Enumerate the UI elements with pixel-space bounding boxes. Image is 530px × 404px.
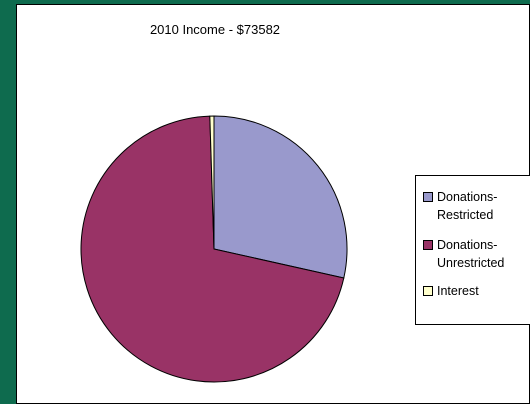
chart-area: 2010 Income - $73582 Donations- Restrict… (16, 4, 530, 404)
legend-label-line: Donations- (437, 238, 498, 252)
legend-label-line: Restricted (437, 208, 494, 222)
legend-label-line: Unrestricted (437, 256, 505, 270)
pie-slice-donations-restricted (213, 115, 348, 279)
chart-title: 2010 Income - $73582 (149, 22, 281, 37)
legend-swatch-donations-restricted (423, 192, 433, 202)
legend-label-line: Donations- (437, 190, 498, 204)
pie-slice-donations-unrestricted (80, 115, 345, 383)
legend: Donations- Restricted Donations- Unrestr… (415, 175, 530, 325)
legend-swatch-donations-unrestricted (423, 240, 433, 250)
legend-swatch-interest (423, 286, 433, 296)
pie-chart (80, 115, 348, 383)
pie-slice-interest (209, 115, 215, 250)
legend-label-line: Interest (437, 284, 479, 298)
